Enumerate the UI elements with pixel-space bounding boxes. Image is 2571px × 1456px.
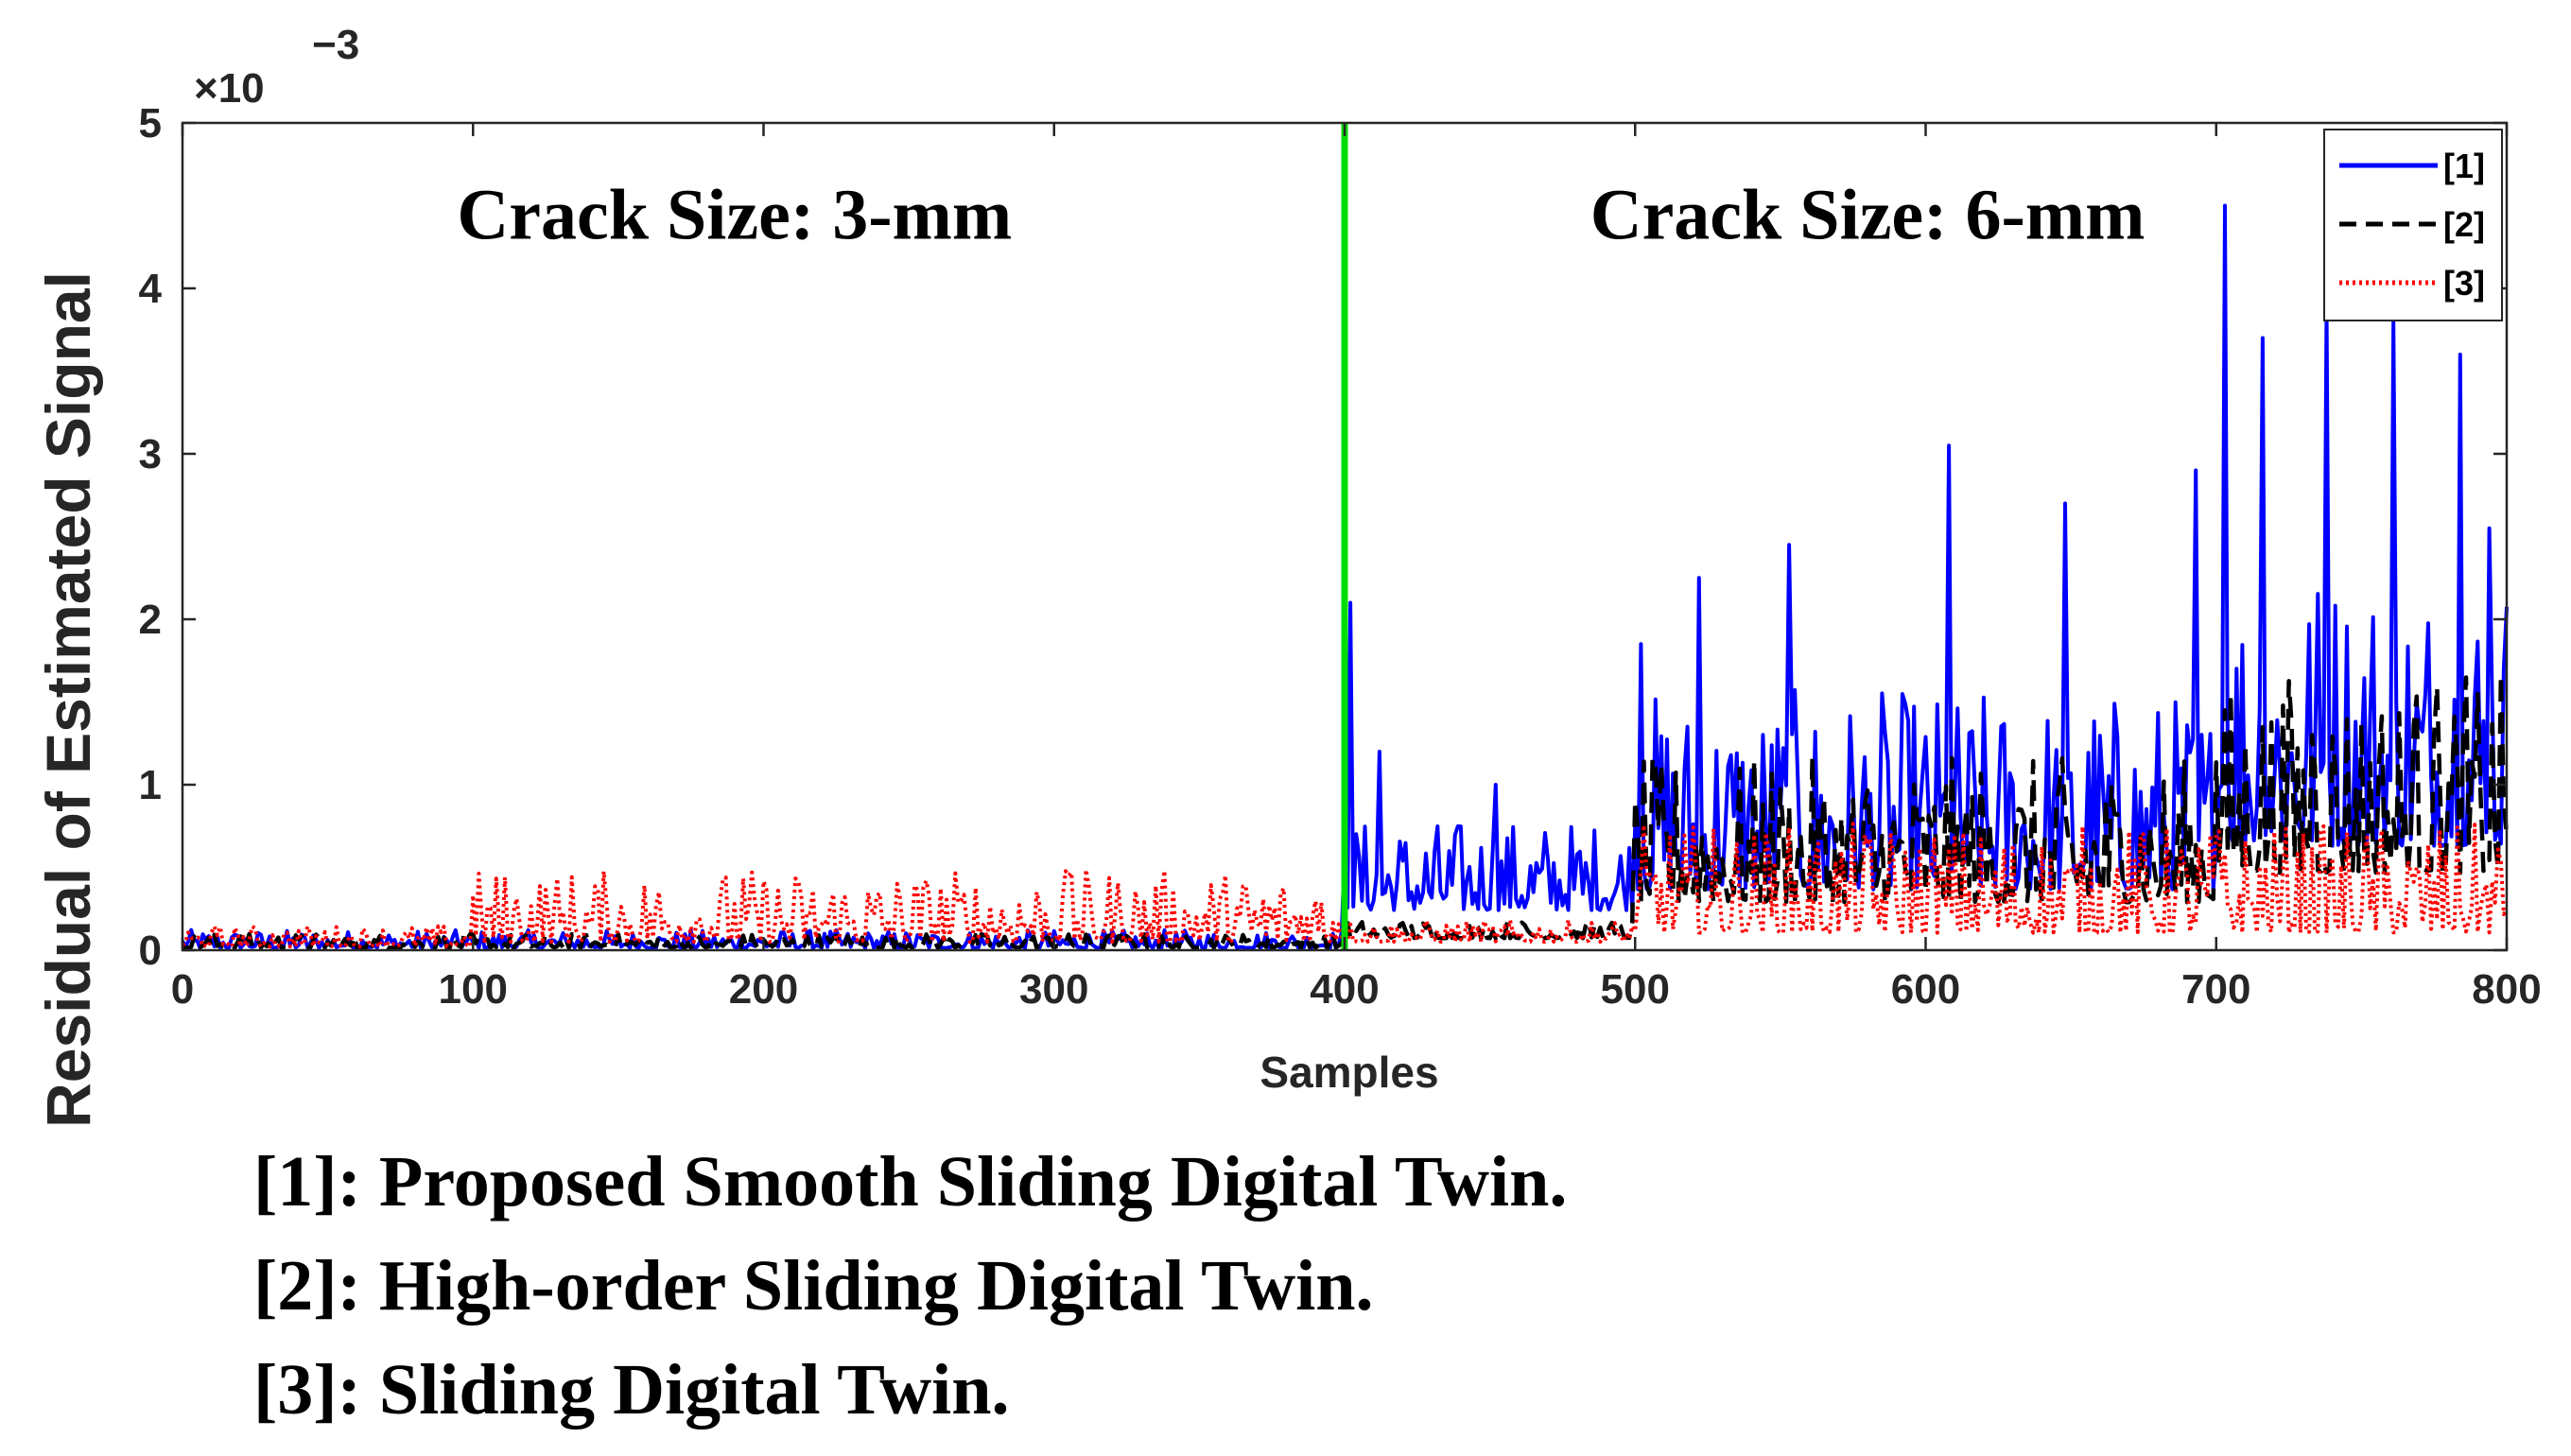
crack-size-annotation-1: Crack Size: 3-mm xyxy=(457,176,1012,255)
x-tick-label: 800 xyxy=(2472,966,2541,1013)
x-tick-label: 700 xyxy=(2181,966,2250,1013)
y-axis-label: Residual of Estimated Signal xyxy=(33,271,103,1128)
x-tick-label: 100 xyxy=(439,966,508,1013)
footnote-3: [3]: Sliding Digital Twin. xyxy=(253,1350,1010,1430)
y-scale-exponent: −3 xyxy=(312,22,359,68)
x-tick-label: 400 xyxy=(1310,966,1379,1013)
legend-label-2: [2] xyxy=(2443,205,2485,244)
y-tick-label: 5 xyxy=(139,100,162,147)
x-tick-label: 0 xyxy=(171,966,194,1013)
x-axis-label: Samples xyxy=(1259,1048,1438,1097)
legend-label-1: [1] xyxy=(2443,147,2485,185)
y-scale-multiplier: ×10 xyxy=(194,65,265,112)
x-tick-label: 600 xyxy=(1891,966,1960,1013)
y-tick-label: 0 xyxy=(139,927,162,974)
y-tick-label: 3 xyxy=(139,431,162,477)
x-tick-label: 200 xyxy=(729,966,798,1013)
legend-label-3: [3] xyxy=(2443,264,2485,303)
x-tick-label: 500 xyxy=(1601,966,1670,1013)
footnote-1: [1]: Proposed Smooth Sliding Digital Twi… xyxy=(253,1142,1568,1222)
footnote-2: [2]: High-order Sliding Digital Twin. xyxy=(253,1246,1374,1326)
footnotes: [1]: Proposed Smooth Sliding Digital Twi… xyxy=(253,1130,1567,1442)
crack-size-annotation-2: Crack Size: 6-mm xyxy=(1590,176,2145,255)
y-tick-label: 1 xyxy=(139,762,162,808)
y-tick-label: 2 xyxy=(139,597,162,643)
x-tick-label: 300 xyxy=(1019,966,1088,1013)
y-tick-label: 4 xyxy=(139,266,163,312)
